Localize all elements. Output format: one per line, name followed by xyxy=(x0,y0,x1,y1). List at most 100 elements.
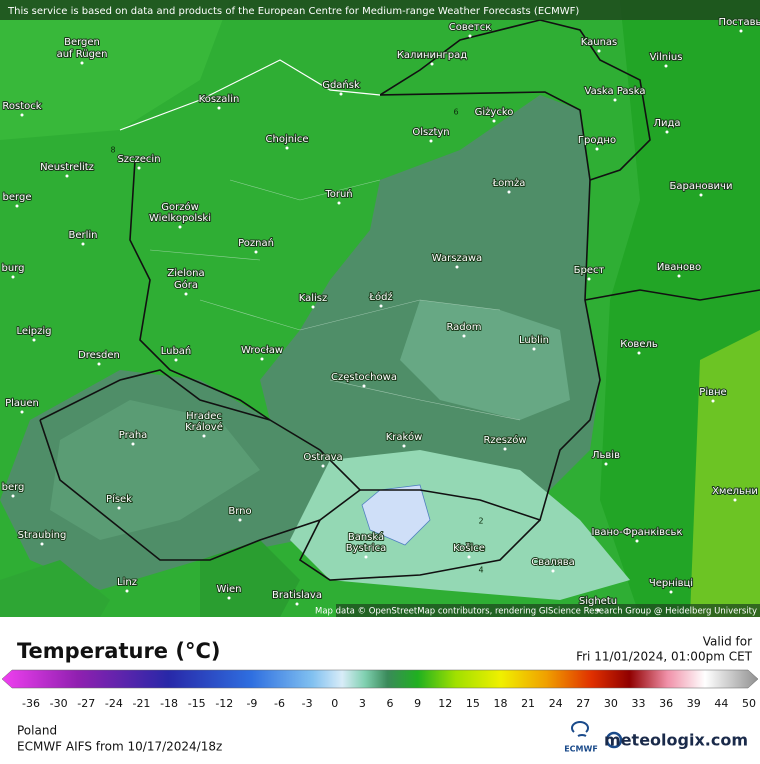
scale-tick-label: -24 xyxy=(105,697,123,710)
city-dot xyxy=(254,250,258,254)
city-label: Poznań xyxy=(238,237,274,249)
border-czech xyxy=(39,369,361,561)
scale-tick-label: 15 xyxy=(466,697,480,710)
city-dot xyxy=(664,64,668,68)
city-dot xyxy=(739,29,743,33)
scale-tick-label: 33 xyxy=(632,697,646,710)
city-label: Giżycko xyxy=(475,107,514,118)
city-label: Львів xyxy=(592,449,620,461)
scale-tick-label: 30 xyxy=(604,697,618,710)
scale-tick-label: 12 xyxy=(438,697,452,710)
scale-tick-label: 18 xyxy=(493,697,507,710)
city-dot xyxy=(711,399,715,403)
legend-title: Temperature (°C) xyxy=(17,639,220,663)
city-dot xyxy=(32,338,36,342)
city-dot xyxy=(11,494,15,498)
city-dot xyxy=(285,146,289,150)
city-label: Toruń xyxy=(324,188,352,200)
map: This service is based on data and produc… xyxy=(0,0,760,617)
city-label: Koszalin xyxy=(199,94,240,105)
city-label: Rzeszów xyxy=(483,434,526,446)
city-label: Olsztyn xyxy=(412,127,449,138)
city-dot xyxy=(635,539,639,543)
city-label: Częstochowa xyxy=(331,372,397,383)
scale-tick-label: -36 xyxy=(22,697,40,710)
city-dot xyxy=(468,34,472,38)
notice: This service is based on data and produc… xyxy=(7,6,579,17)
scale-tick-label: 21 xyxy=(521,697,535,710)
city-labels: Советск Kaunas Vilnius Поставы Калининград Be… xyxy=(1,16,760,612)
city-dot xyxy=(339,92,343,96)
scale-tick-label: 39 xyxy=(687,697,701,710)
city-dot xyxy=(295,602,299,606)
scale-tick-label: -6 xyxy=(274,697,285,710)
city-dot xyxy=(20,113,24,117)
border-north xyxy=(379,19,651,181)
city-dot xyxy=(137,166,141,170)
city-dot xyxy=(174,358,178,362)
city-label: Wrocław xyxy=(241,345,283,356)
city-label: Hradec xyxy=(186,411,222,422)
city-dot xyxy=(699,193,703,197)
city-dot xyxy=(492,119,496,123)
city-label: Калининград xyxy=(397,50,467,61)
city-dot xyxy=(125,589,129,593)
city-dot xyxy=(65,174,69,178)
city-dot xyxy=(669,590,673,594)
city-label: Łomża xyxy=(492,178,526,189)
city-label: Warszawa xyxy=(432,253,482,264)
city-dot xyxy=(595,147,599,151)
city-dot xyxy=(467,555,471,559)
city-dot xyxy=(20,410,24,414)
scale-tick-label: 36 xyxy=(659,697,673,710)
scale-tick-label: -12 xyxy=(215,697,233,710)
city-dot xyxy=(184,292,188,296)
city-label: Straubing xyxy=(18,530,67,541)
admin-lines xyxy=(149,179,521,421)
city-label: Барановичи xyxy=(670,181,733,192)
city-label: Ostrava xyxy=(303,452,342,463)
city-label: Praha xyxy=(119,430,148,441)
city-dot xyxy=(11,275,15,279)
city-label: Иваново xyxy=(657,262,701,273)
scale-tick-label: -3 xyxy=(302,697,313,710)
city-label: Івано-Франківськ xyxy=(591,526,682,538)
scale-tick-label: 44 xyxy=(714,697,728,710)
cold-patch xyxy=(361,484,431,546)
city-dot xyxy=(597,49,601,53)
city-label: Советск xyxy=(449,22,492,33)
region: Poland xyxy=(17,724,57,738)
city-label: Łódź xyxy=(368,291,392,303)
city-dot xyxy=(604,462,608,466)
city-dot xyxy=(429,139,433,143)
city-label: Свалява xyxy=(531,557,574,568)
city-label: Vaska Paska xyxy=(585,86,646,97)
scale-tick-label: -9 xyxy=(246,697,257,710)
ecmwf-icon xyxy=(571,721,589,737)
city-label: Kraków xyxy=(386,431,423,443)
city-dot xyxy=(532,347,536,351)
city-label: Chojnice xyxy=(266,134,309,145)
mint-area xyxy=(290,450,630,600)
scale-tick-label: -27 xyxy=(77,697,95,710)
city-label: Рівне xyxy=(699,386,726,398)
city-label: auf Rügen xyxy=(57,49,108,60)
attribution: Map data © OpenStreetMap contributors, r… xyxy=(315,607,757,617)
city-dot xyxy=(178,225,182,229)
contour-label: 8 xyxy=(110,146,115,155)
city-dot xyxy=(97,362,101,366)
brand-icon xyxy=(605,731,623,749)
city-dot xyxy=(455,265,459,269)
scale-tick-label: 50 xyxy=(742,697,756,710)
city-dot xyxy=(362,384,366,388)
city-dot xyxy=(677,274,681,278)
city-label: berge xyxy=(3,192,32,203)
city-label: Plauen xyxy=(5,398,39,409)
city-dot xyxy=(462,334,466,338)
city-label: Гродно xyxy=(578,135,616,146)
contour-label: 2 xyxy=(478,517,483,526)
city-dot xyxy=(117,506,121,510)
city-label: Wielkopolski xyxy=(149,213,211,224)
city-dot xyxy=(613,98,617,102)
